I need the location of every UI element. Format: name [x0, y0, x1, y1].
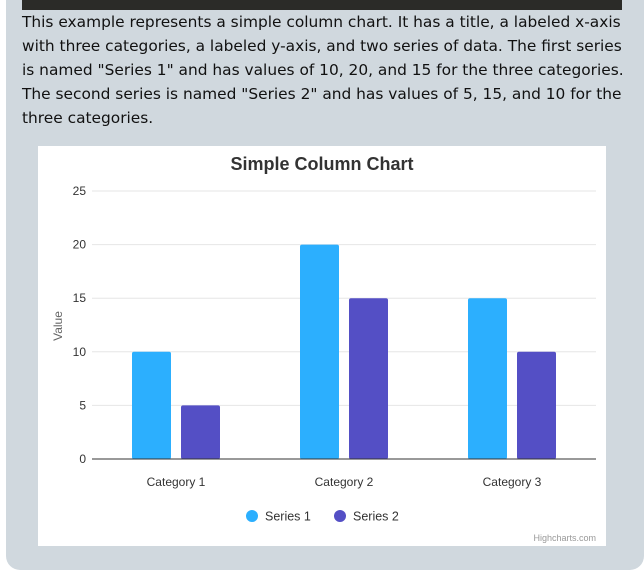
y-tick-label: 0 — [79, 452, 86, 466]
y-tick-label: 25 — [73, 184, 87, 198]
top-bar — [22, 0, 622, 10]
y-tick-label: 20 — [73, 238, 87, 252]
plot-area — [132, 244, 556, 459]
legend-marker — [334, 510, 346, 522]
chart-container: 0 5 10 15 20 25 Category 1 Category 2 Category 3… — [38, 146, 606, 546]
y-tick-label: 5 — [79, 398, 86, 412]
chart-description: This example represents a simple column … — [22, 13, 624, 127]
y-tick-label: 15 — [73, 291, 87, 305]
legend-item-series-2[interactable]: Series 2 — [334, 510, 399, 524]
chart-title: Simple Column Chart — [230, 154, 413, 174]
bar-2-2[interactable] — [349, 298, 388, 459]
legend[interactable]: Series 1 Series 2 — [246, 510, 399, 524]
axes: 0 5 10 15 20 25 Category 1 Category 2 Category 3 — [73, 184, 596, 489]
credits-link[interactable]: Highcharts.com — [533, 533, 596, 543]
bar-2-3[interactable] — [517, 351, 556, 459]
column-chart: 0 5 10 15 20 25 Category 1 Category 2 Category 3… — [51, 154, 596, 543]
legend-item-series-1[interactable]: Series 1 — [246, 510, 311, 524]
y-tick-label: 10 — [73, 345, 87, 359]
legend-label: Series 2 — [353, 510, 399, 524]
gridlines — [92, 190, 596, 406]
legend-label: Series 1 — [265, 510, 311, 524]
legend-marker — [246, 510, 258, 522]
y-axis-title: Value — [51, 311, 65, 341]
bar-1-3[interactable] — [468, 298, 507, 459]
x-tick-label: Category 1 — [147, 475, 206, 489]
bar-1-2[interactable] — [300, 244, 339, 459]
bar-2-1[interactable] — [181, 405, 220, 459]
x-tick-label: Category 3 — [483, 475, 542, 489]
x-tick-label: Category 2 — [315, 475, 374, 489]
bar-1-1[interactable] — [132, 351, 171, 459]
